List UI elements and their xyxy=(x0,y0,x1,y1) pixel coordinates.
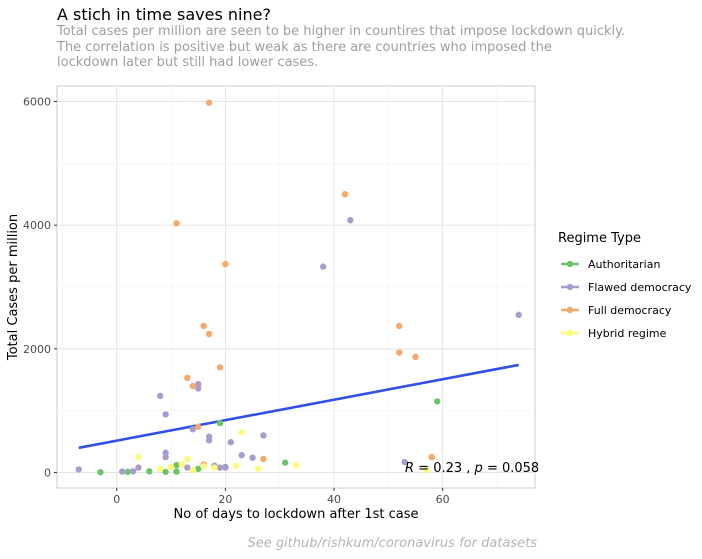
point-hybrid-regime xyxy=(189,466,196,474)
point-authoritarian xyxy=(434,398,441,405)
correlation-annotation: R = 0.23 , p = 0.058 xyxy=(405,461,539,476)
point-flawed-democracy xyxy=(195,385,202,392)
point-hybrid-regime xyxy=(184,455,191,463)
point-full-democracy xyxy=(222,260,229,268)
x-tick-label: 60 xyxy=(436,493,450,506)
point-authoritarian xyxy=(162,468,169,476)
point-flawed-democracy xyxy=(157,392,164,400)
point-authoritarian xyxy=(173,468,180,475)
legend: Regime Type Authoritarian Flawed democrac… xyxy=(558,231,692,340)
x-tick-label: 0 xyxy=(113,493,120,506)
trend-line xyxy=(78,363,519,450)
point-flawed-democracy xyxy=(162,453,169,461)
point-flawed-democracy xyxy=(227,439,235,446)
point-authoritarian xyxy=(173,461,180,469)
point-hybrid-regime xyxy=(292,461,300,469)
legend-key-point-hybrid-regime xyxy=(566,329,574,337)
x-axis-ticks: 0 20 40 60 xyxy=(113,488,450,506)
point-hybrid-regime xyxy=(178,461,186,468)
point-authoritarian xyxy=(216,419,224,427)
y-tick-label: 4000 xyxy=(23,219,51,232)
chart-subtitle: Total cases per million are seen to be h… xyxy=(57,24,626,70)
point-flawed-democracy xyxy=(75,466,82,473)
point-flawed-democracy xyxy=(135,464,142,471)
x-tick-label: 20 xyxy=(218,493,232,506)
point-authoritarian xyxy=(97,469,104,476)
legend-title: Regime Type xyxy=(558,231,641,246)
x-axis-title: No of days to lockdown after 1st case xyxy=(174,507,419,522)
point-full-democracy xyxy=(195,423,202,430)
points-layer xyxy=(75,99,522,476)
point-flawed-democracy xyxy=(222,464,229,471)
point-full-democracy xyxy=(412,353,419,361)
point-hybrid-regime xyxy=(254,465,262,473)
point-hybrid-regime xyxy=(238,429,245,436)
point-authoritarian xyxy=(146,468,153,475)
point-flawed-democracy xyxy=(216,464,224,471)
point-full-democracy xyxy=(396,322,403,330)
point-hybrid-regime xyxy=(157,465,164,473)
point-flawed-democracy xyxy=(189,426,196,433)
point-hybrid-regime xyxy=(200,463,207,470)
point-flawed-democracy xyxy=(162,411,169,418)
point-flawed-democracy xyxy=(184,464,191,471)
point-hybrid-regime xyxy=(233,462,240,469)
point-flawed-democracy xyxy=(260,432,267,439)
point-full-democracy xyxy=(260,455,267,463)
point-authoritarian xyxy=(124,468,131,476)
legend-label-full-democracy: Full democracy xyxy=(588,304,672,317)
legend-key-point-authoritarian xyxy=(566,260,574,268)
legend-key-point-flawed-democracy xyxy=(566,283,574,291)
point-flawed-democracy xyxy=(401,458,408,466)
point-flawed-democracy xyxy=(249,454,256,461)
point-hybrid-regime xyxy=(423,466,430,474)
point-flawed-democracy xyxy=(205,437,213,444)
point-hybrid-regime xyxy=(211,464,218,471)
y-axis-title: Total Cases per million xyxy=(6,214,21,361)
point-full-democracy xyxy=(216,364,224,371)
chart-title: A stich in time saves nine? xyxy=(57,5,271,24)
point-full-democracy xyxy=(173,220,180,227)
y-tick-label: 6000 xyxy=(23,95,51,108)
point-flawed-democracy xyxy=(515,311,522,319)
point-full-democracy xyxy=(341,191,349,198)
point-hybrid-regime xyxy=(167,463,175,471)
point-flawed-democracy xyxy=(319,263,327,270)
y-tick-label: 2000 xyxy=(23,343,51,356)
point-full-democracy xyxy=(184,374,191,382)
legend-label-hybrid-regime: Hybrid regime xyxy=(588,327,667,340)
point-flawed-democracy xyxy=(347,217,354,224)
point-flawed-democracy xyxy=(118,468,126,475)
y-tick-label: 0 xyxy=(44,467,51,480)
legend-key-point-full-democracy xyxy=(566,306,574,314)
x-tick-label: 40 xyxy=(327,493,341,506)
chart-caption: See github/rishkum/coronavirus for datas… xyxy=(247,536,537,551)
point-full-democracy xyxy=(396,349,403,356)
point-authoritarian xyxy=(281,459,289,466)
point-flawed-democracy xyxy=(238,452,245,459)
point-full-democracy xyxy=(200,322,207,330)
grid-lines xyxy=(57,86,535,488)
point-full-democracy xyxy=(189,382,196,390)
point-full-democracy xyxy=(205,330,213,338)
point-full-democracy xyxy=(428,453,435,461)
legend-label-authoritarian: Authoritarian xyxy=(588,258,660,271)
point-hybrid-regime xyxy=(135,453,142,461)
trend-layer xyxy=(78,363,519,450)
legend-label-flawed-democracy: Flawed democracy xyxy=(588,281,692,294)
point-flawed-democracy xyxy=(129,468,137,475)
y-axis-ticks: 0 2000 4000 6000 xyxy=(23,95,57,480)
point-full-democracy xyxy=(205,99,213,106)
point-authoritarian xyxy=(195,465,202,473)
